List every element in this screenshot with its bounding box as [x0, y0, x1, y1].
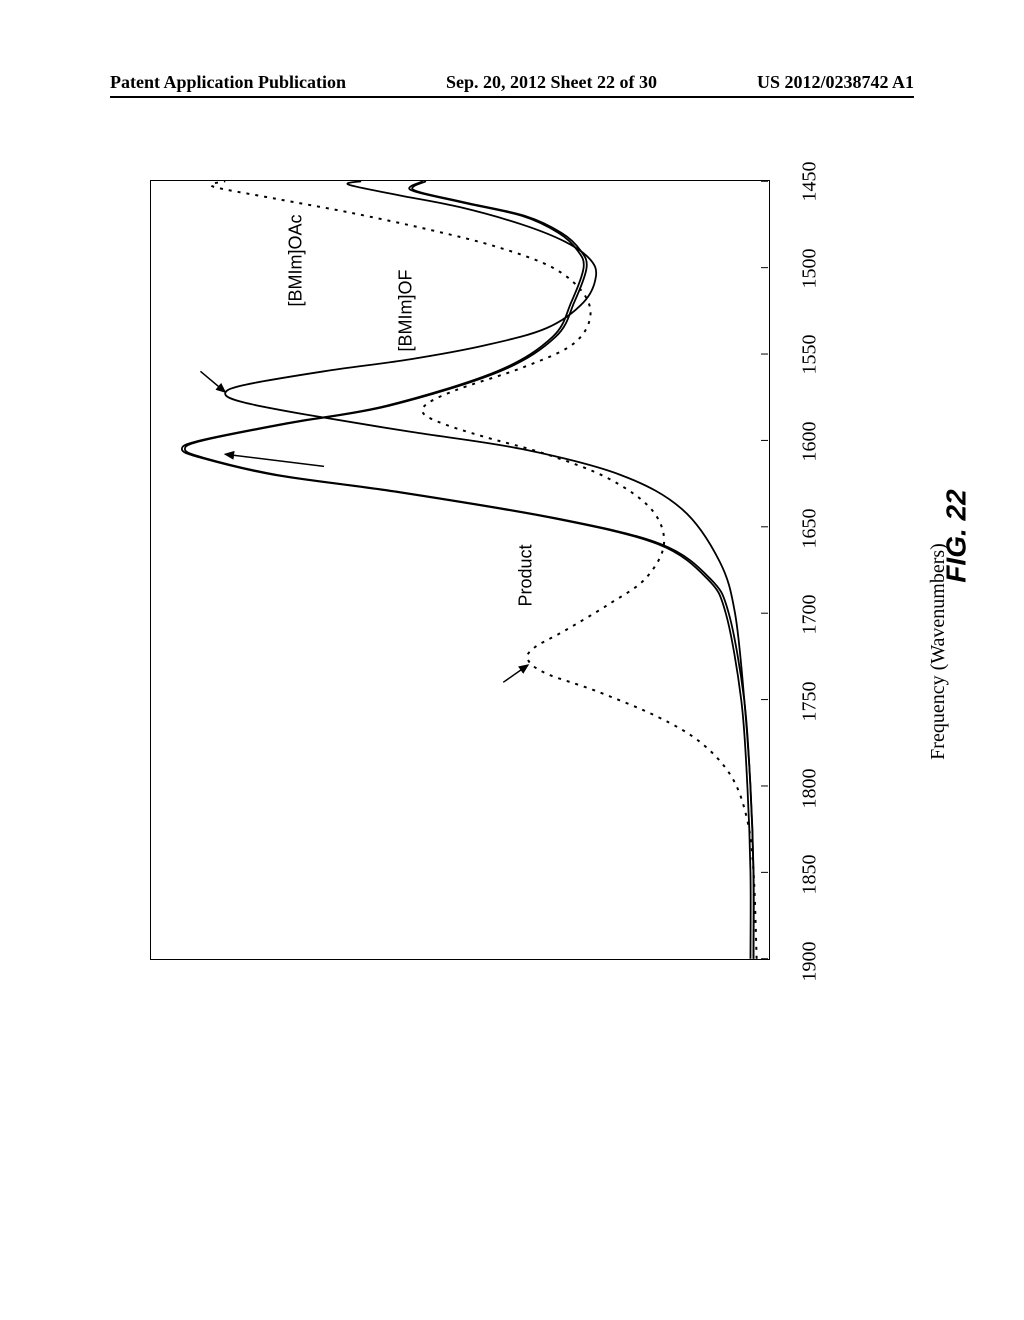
x-tick-1800: 1800 — [799, 768, 822, 808]
x-tick-1900: 1900 — [799, 942, 822, 982]
series-label-[BMIm]OF: [BMIm]OF — [396, 270, 417, 352]
arrow-[BMIm]OAc — [200, 371, 225, 392]
x-tick-1700: 1700 — [799, 595, 822, 635]
series-[BMIm]OF — [182, 181, 751, 958]
plot-svg — [151, 181, 769, 959]
x-tick-1550: 1550 — [799, 335, 822, 375]
x-tick-1650: 1650 — [799, 508, 822, 548]
series-label-Product: Product — [516, 544, 537, 606]
header-center: Sep. 20, 2012 Sheet 22 of 30 — [446, 72, 657, 93]
series-[BMIm]OF — [185, 181, 754, 958]
page: Patent Application Publication Sep. 20, … — [0, 0, 1024, 1320]
header-right: US 2012/0238742 A1 — [757, 72, 914, 93]
x-tick-1450: 1450 — [799, 162, 822, 202]
arrow-[BMIm]OF — [225, 454, 324, 466]
ir-spectrum-plot — [150, 180, 770, 960]
figure-label: FIG. 22 — [941, 489, 973, 582]
page-header: Patent Application Publication Sep. 20, … — [0, 72, 1024, 93]
header-left: Patent Application Publication — [110, 72, 346, 93]
header-rule — [110, 96, 914, 98]
x-tick-1500: 1500 — [799, 248, 822, 288]
x-tick-1850: 1850 — [799, 855, 822, 895]
x-tick-1600: 1600 — [799, 422, 822, 462]
x-tick-1750: 1750 — [799, 682, 822, 722]
arrow-Product — [503, 665, 528, 682]
series-label-[BMIm]OAc: [BMIm]OAc — [286, 214, 307, 306]
